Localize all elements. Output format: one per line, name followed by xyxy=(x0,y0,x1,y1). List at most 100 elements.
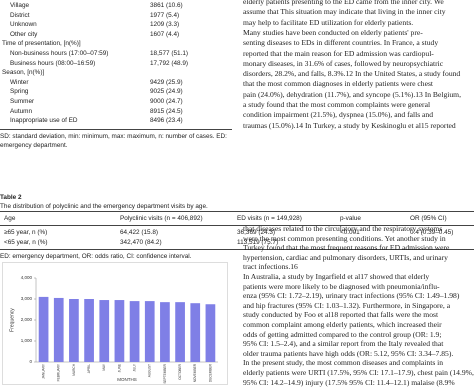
bar xyxy=(205,304,216,362)
y-tick-label: 1,000 xyxy=(21,338,33,343)
bar xyxy=(160,302,170,362)
table-section: Time of presentation, [n(%)] xyxy=(2,40,81,48)
table-value: 3861 (10.6) xyxy=(150,2,183,9)
table-label: Village xyxy=(10,2,30,9)
body-text: that diseases related to the circulatory… xyxy=(243,224,443,233)
x-tick-label: JULY xyxy=(132,363,136,371)
table-cell: 342,470 (84.2) xyxy=(120,239,162,246)
table-label: Inappropriate use of ED xyxy=(10,117,78,125)
body-text: In the present study, the most common di… xyxy=(243,358,444,368)
table-value: 9025 (24.9) xyxy=(150,88,183,96)
table-label: Autumn xyxy=(10,107,33,115)
table-value: 9429 (25.9) xyxy=(150,78,183,86)
table-rule xyxy=(0,129,232,130)
table-value: 8496 (23.4) xyxy=(150,117,183,125)
table-rule xyxy=(0,249,474,250)
body-text: older trauma patients have high odds (OR… xyxy=(243,348,454,358)
table-value: 18,577 (51.1) xyxy=(150,50,189,57)
body-text: pain (24.0%), dehydration (11.7%), and s… xyxy=(243,89,461,99)
table-header: Age xyxy=(4,215,16,222)
table-header: p-value xyxy=(340,215,361,222)
x-tick-label: AUGUST xyxy=(148,364,152,377)
body-text: hypertension, cardiac and pulmonary diso… xyxy=(243,252,448,262)
body-text: odds of getting admitted compared to the… xyxy=(243,329,442,339)
body-text: were the most common presenting conditio… xyxy=(243,233,446,243)
table-header: ED visits (n = 149,928) xyxy=(237,215,302,222)
table-label: Other city xyxy=(10,30,38,38)
body-text: a study found that the most common compl… xyxy=(243,100,431,109)
x-tick-label: NOVEMBER xyxy=(193,363,197,382)
y-tick-label: 2,000 xyxy=(21,317,33,322)
table-label: Unknown xyxy=(10,21,37,29)
table-value: 17,792 (48.9) xyxy=(150,59,189,67)
y-axis-label: Frequency xyxy=(9,308,15,332)
y-tick-label: 0 xyxy=(29,359,32,364)
x-tick-label: MARCH xyxy=(72,363,76,375)
table-cell: <65 year, n (%) xyxy=(4,239,48,246)
table-cell: <0.001 xyxy=(340,229,360,236)
table-cell: 64,422 (15.8) xyxy=(120,229,159,236)
table-note: ED: emergency department, OR: odds ratio… xyxy=(0,253,192,260)
x-tick-label: FEBRUARY xyxy=(57,363,61,381)
x-tick-label: JANUARY xyxy=(41,363,45,379)
body-text: senting diseases to EDs in different cou… xyxy=(243,38,439,48)
table-cell: 0.4 (0.39–0.45) xyxy=(410,229,454,236)
body-text: patients were more likely to be diagnose… xyxy=(243,281,440,291)
table-rule xyxy=(0,225,474,226)
body-text: study conducted by Foo et al18 reported … xyxy=(243,310,439,320)
body-text: elderly patients were URTI (17.5%, 95% C… xyxy=(243,368,474,377)
table-label: Table 2 xyxy=(0,194,22,201)
y-tick-label: 3,000 xyxy=(21,296,33,301)
table-cell: 113,519 (75.7) xyxy=(237,239,279,246)
table-header: Polyclinic visits (n = 406,892) xyxy=(120,215,203,222)
table-note: emergency department. xyxy=(0,142,68,149)
x-tick-label: MAY xyxy=(102,363,106,371)
table-section: Season, [n(%)] xyxy=(2,69,45,77)
body-text: 95% CI: 1.5–2.4), and a similar report f… xyxy=(243,339,444,349)
table-note: SD: standard deviation, min: minimum, ma… xyxy=(0,133,227,140)
table-label: Spring xyxy=(10,88,29,96)
body-text: that the most common diagnoses in elderl… xyxy=(243,79,434,89)
body-text: disorders, 28.2%, and falls, 8.3%.12 In … xyxy=(243,69,461,79)
table-cell: 36,369 (24.3) xyxy=(237,229,276,236)
y-tick-label: 4,000 xyxy=(21,275,33,280)
table-value: 8915 (24.5) xyxy=(150,107,183,115)
table-label: District xyxy=(10,11,30,19)
body-text: Many studies have been conducted on elde… xyxy=(243,27,423,37)
body-text: assume that This situation may indicate … xyxy=(243,7,446,17)
body-text: reported that the main reason for ED adm… xyxy=(243,48,434,58)
body-text: condition impairment (21.5%), dyspnea (1… xyxy=(243,110,434,120)
x-axis-label: MONTHS xyxy=(117,377,137,382)
bar xyxy=(69,299,79,362)
bar xyxy=(190,303,201,362)
body-text: Turkey found that the most frequent reas… xyxy=(243,243,450,253)
body-text: and hip fractures (95% CI: 1.03–1.32). F… xyxy=(243,300,451,310)
table-label: Business hours (08:00–16:59) xyxy=(10,59,96,67)
table-label: Winter xyxy=(10,78,29,86)
table-rule xyxy=(0,211,474,212)
bar xyxy=(129,301,140,362)
bar xyxy=(53,297,64,362)
bar xyxy=(38,296,49,362)
body-text: In Australia, a study by Ingarfield et a… xyxy=(243,272,430,281)
body-text: common complaint among elderly patients,… xyxy=(243,320,442,329)
x-tick-label: DECEMBER xyxy=(208,363,212,382)
x-tick-label: JUNE xyxy=(117,364,121,372)
bar xyxy=(114,300,125,362)
table-label: Summer xyxy=(10,98,35,105)
body-text: traumas (15.0%).14 In Turkey, a study by… xyxy=(243,120,456,130)
bar xyxy=(144,301,155,362)
bar xyxy=(175,302,185,362)
body-text: tract infections.16 xyxy=(243,262,298,272)
x-tick-label: APRIL xyxy=(87,364,91,373)
x-tick-label: SEPTEMBER xyxy=(163,363,167,383)
body-text: enza (95% CI: 1.72–2.19), urinary tract … xyxy=(243,291,460,301)
table-caption: The distribution of polyclinic and the e… xyxy=(0,203,208,210)
bar xyxy=(99,300,110,362)
body-text: monary diseases, in 31.6% of cases, foll… xyxy=(243,58,444,68)
bar xyxy=(84,299,94,362)
table-value: 1209 (3.3) xyxy=(150,21,180,29)
table-value: 1607 (4.4) xyxy=(150,30,180,38)
table-value: 9000 (24.7) xyxy=(150,98,183,105)
